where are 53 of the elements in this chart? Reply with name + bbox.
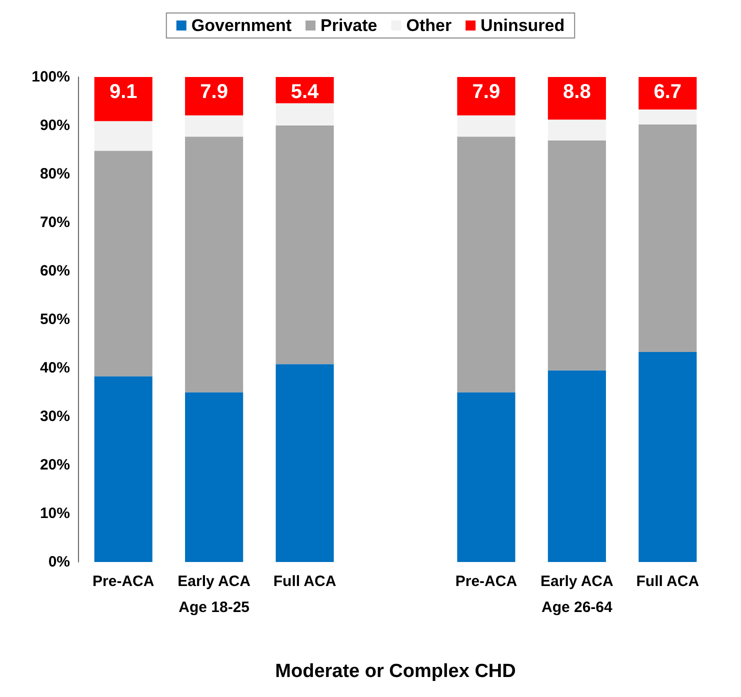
- bar: [457, 115, 516, 137]
- data-label: 5.4: [290, 81, 320, 103]
- bar: [548, 77, 606, 120]
- x-axis-title: Moderate or Complex CHD: [275, 661, 516, 682]
- bar: [548, 370, 606, 562]
- bar: [185, 392, 244, 562]
- bar: [94, 121, 152, 151]
- y-tick-label: 30%: [40, 408, 70, 425]
- data-label: 6.7: [654, 81, 682, 103]
- bar: [94, 77, 152, 122]
- legend-label: Uninsured: [480, 16, 565, 35]
- data-label: 7.9: [200, 81, 228, 103]
- legend-label: Government: [191, 16, 292, 35]
- bar: [548, 120, 606, 141]
- bar: [638, 77, 697, 110]
- bar: [185, 115, 244, 137]
- x-tick-label: Pre-ACA: [455, 573, 518, 590]
- text: Age 18-25: [178, 599, 250, 616]
- bar: [276, 126, 334, 364]
- bar: [457, 392, 516, 562]
- bar: [276, 364, 334, 562]
- y-tick-label: 10%: [40, 505, 70, 522]
- x-tick-label: Early ACA: [178, 573, 251, 590]
- legend-label: Other: [406, 16, 452, 35]
- y-tick-label: 90%: [40, 117, 70, 134]
- y-tick-label: 50%: [40, 311, 70, 328]
- bar: [457, 77, 516, 116]
- x-tick-label: Pre-ACA: [92, 573, 154, 590]
- bar: [638, 124, 697, 352]
- data-label: 9.1: [109, 81, 138, 103]
- y-tick-label: 70%: [40, 214, 70, 231]
- bar: [276, 103, 334, 126]
- bar: [638, 352, 697, 562]
- y-tick-label: 80%: [40, 166, 70, 182]
- x-tick-label: Early ACA: [540, 573, 614, 590]
- x-tick-label: Full ACA: [273, 573, 336, 590]
- bar: [94, 150, 152, 376]
- bar: [94, 376, 152, 562]
- y-tick-label: 100%: [32, 68, 70, 86]
- y-tick-label: 20%: [40, 456, 70, 474]
- data-label: 8.8: [563, 81, 591, 103]
- text: Age 26-64: [541, 599, 614, 616]
- legend-label: Private: [320, 16, 378, 35]
- bar: [185, 77, 244, 116]
- y-tick-label: 40%: [40, 360, 70, 376]
- x-tick-label: Full ACA: [636, 573, 700, 590]
- data-label: 7.9: [472, 81, 500, 103]
- bar: [185, 136, 244, 392]
- bar: [457, 136, 516, 392]
- y-tick-label: 0%: [48, 554, 70, 570]
- y-tick-label: 60%: [40, 262, 70, 280]
- bar: [638, 109, 697, 125]
- bar: [548, 140, 606, 370]
